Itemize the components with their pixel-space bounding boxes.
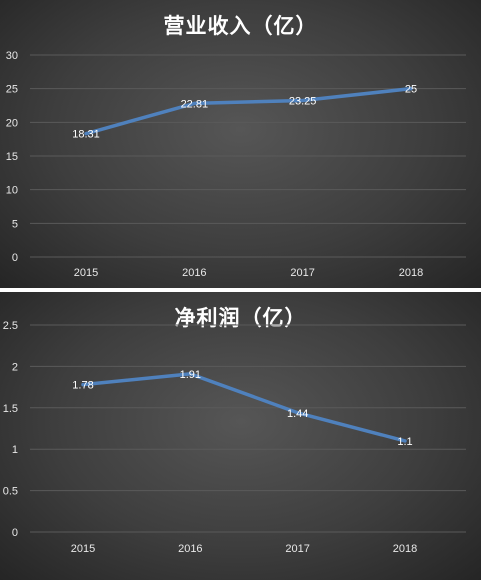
data-label: 1.91 [180, 369, 201, 381]
data-point [403, 439, 407, 443]
data-point [84, 132, 88, 136]
y-tick-label: 1 [12, 444, 18, 456]
x-tick-label: 2018 [399, 267, 423, 279]
data-point [81, 383, 85, 387]
x-tick-label: 2016 [182, 267, 206, 279]
data-point [296, 411, 300, 415]
chart-title: 营业收入（亿） [163, 13, 318, 38]
data-label: 22.81 [181, 98, 209, 110]
data-point [192, 101, 196, 105]
y-tick-label: 20 [6, 117, 18, 129]
y-tick-label: 10 [6, 185, 18, 197]
y-tick-label: 25 [6, 84, 18, 96]
revenue-chart-svg: 0 5 10 15 20 25 30 2015 2016 2017 2018 18.31 22.81 23… [6, 50, 466, 279]
data-point [188, 372, 192, 376]
chart-title: 净利润（亿） [174, 305, 307, 330]
y-tick-label: 2 [12, 361, 18, 373]
data-label: 23.25 [289, 95, 317, 107]
net-profit-chart-svg: 0 0.5 1 1.5 2 2.5 2015 2016 2017 2018 1.78 1.91 1.44… [3, 320, 466, 555]
x-tick-label: 2015 [71, 543, 95, 555]
data-point [301, 98, 305, 102]
y-tick-label: 1.5 [3, 403, 18, 415]
x-tick-label: 2017 [290, 267, 314, 279]
y-tick-label: 0 [12, 527, 18, 539]
data-label: 1.78 [72, 380, 93, 392]
y-tick-label: 2.5 [3, 320, 18, 332]
y-tick-label: 5 [12, 218, 18, 230]
y-tick-label: 15 [6, 151, 18, 163]
data-label: 1.44 [287, 408, 308, 420]
x-tick-label: 2016 [178, 543, 202, 555]
y-tick-label: 30 [6, 50, 18, 62]
x-tick-label: 2015 [74, 267, 98, 279]
y-tick-label: 0 [12, 252, 18, 264]
data-label: 1.1 [397, 436, 412, 448]
x-tick-label: 2018 [393, 543, 417, 555]
series-line [81, 372, 407, 443]
y-tick-label: 0.5 [3, 486, 18, 498]
series-line [84, 86, 413, 136]
data-point [409, 87, 413, 91]
data-label: 18.31 [72, 129, 100, 141]
x-tick-label: 2017 [285, 543, 309, 555]
net-profit-chart-panel: 净利润（亿） 0 0.5 1 1.5 2 2.5 2015 2016 2017 2018 1.78 1… [0, 292, 481, 580]
revenue-chart-panel: 营业收入（亿） 0 5 10 15 20 25 30 2015 2016 2017 2018 18.3… [0, 0, 481, 288]
data-label: 25 [405, 84, 417, 96]
